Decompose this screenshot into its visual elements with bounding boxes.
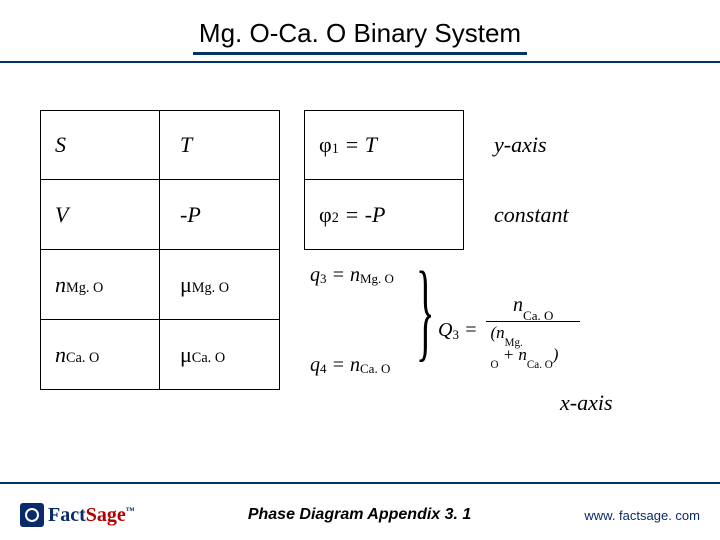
logo-text: FactSage™ — [48, 504, 135, 527]
cell-q: nMg. O — [40, 250, 160, 320]
formula-q4: q4 = nCa. O — [310, 354, 390, 377]
brace-icon: } — [416, 258, 434, 363]
cell-p: μCa. O — [160, 320, 280, 390]
row-label: constant — [464, 180, 634, 250]
table-row: V -P φ2 = -P constant — [40, 180, 680, 250]
xaxis-label: x-axis — [560, 390, 613, 416]
gap — [280, 320, 304, 390]
title-area: Mg. O-Ca. O Binary System — [0, 0, 720, 55]
title-rule — [0, 61, 720, 63]
cell-p: -P — [160, 180, 280, 250]
cell-q: nCa. O — [40, 320, 160, 390]
cell-phi: φ2 = -P — [304, 180, 464, 250]
footer-rule — [0, 482, 720, 484]
cell-q: V — [40, 180, 160, 250]
footer-url: www. factsage. com — [584, 508, 700, 523]
formula-block: q3 = nMg. O q4 = nCa. O } Q3 = nCa. O (n… — [310, 250, 580, 390]
footer: FactSage™ Phase Diagram Appendix 3. 1 ww… — [0, 490, 720, 540]
cell-q: S — [40, 110, 160, 180]
gap — [280, 180, 304, 250]
formula-Q3: Q3 = nCa. O (nMg. O + nCa. O) — [438, 294, 580, 368]
logo: FactSage™ — [20, 503, 135, 527]
cell-p: T — [160, 110, 280, 180]
table-row: S T φ1 = T y-axis — [40, 110, 680, 180]
page-title: Mg. O-Ca. O Binary System — [193, 18, 527, 55]
row-label: y-axis — [464, 110, 634, 180]
gap — [280, 250, 304, 320]
logo-icon — [20, 503, 44, 527]
formula-q3: q3 = nMg. O — [310, 264, 394, 287]
gap — [280, 110, 304, 180]
cell-phi: φ1 = T — [304, 110, 464, 180]
cell-p: μMg. O — [160, 250, 280, 320]
footer-center: Phase Diagram Appendix 3. 1 — [248, 506, 471, 524]
